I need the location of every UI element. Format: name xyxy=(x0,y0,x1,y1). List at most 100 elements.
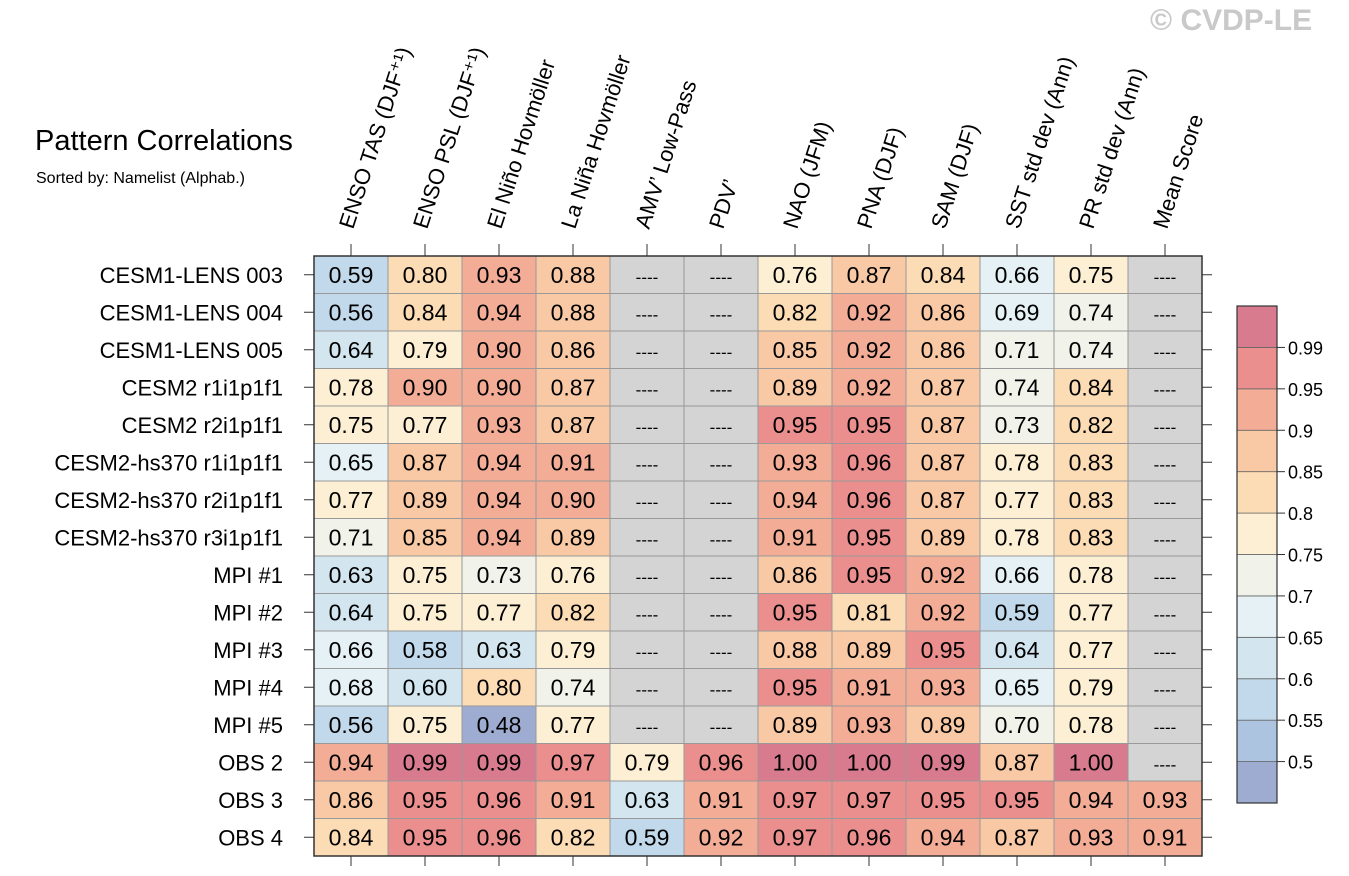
heatmap-cell xyxy=(1053,818,1129,857)
heatmap-cell xyxy=(683,630,759,669)
row-label: CESM1-LENS 004 xyxy=(100,300,283,325)
heatmap-cell xyxy=(535,405,611,444)
cell-value-label: 0.74 xyxy=(995,374,1040,400)
chart-subtitle: Sorted by: Namelist (Alphab.) xyxy=(36,170,245,187)
cell-value-label: 0.90 xyxy=(551,487,596,513)
column-label: ENSO TAS (DJF⁺¹) xyxy=(334,44,416,232)
heatmap-cell xyxy=(979,480,1055,519)
cell-value-label: 0.93 xyxy=(1069,824,1114,850)
cell-value-label: ---- xyxy=(636,380,659,399)
cell-value-label: 0.86 xyxy=(773,562,818,588)
heatmap-cell xyxy=(831,630,907,669)
cell-value-label: ---- xyxy=(636,718,659,737)
cell-value-label: 0.78 xyxy=(1069,562,1114,588)
heatmap-cell xyxy=(1127,743,1203,782)
cell-value-label: 0.89 xyxy=(773,712,818,738)
cell-value-label: 0.79 xyxy=(403,337,448,363)
heatmap-cell xyxy=(979,330,1055,369)
heatmap-cell xyxy=(683,555,759,594)
colorbar-label: 0.65 xyxy=(1288,628,1323,648)
colorbar-swatch xyxy=(1236,388,1278,431)
cell-value-label: ---- xyxy=(1154,680,1177,699)
heatmap-cell xyxy=(609,443,685,482)
cell-value-label: 0.80 xyxy=(477,674,522,700)
cell-value-label: 0.73 xyxy=(477,562,522,588)
heatmap-cell xyxy=(609,368,685,407)
heatmap-cell xyxy=(1127,480,1203,519)
cell-value-label: ---- xyxy=(636,455,659,474)
colorbar-label: 0.55 xyxy=(1288,711,1323,731)
colorbar-swatch xyxy=(1236,512,1278,555)
column-label: SST std dev (Ann) xyxy=(1000,53,1079,231)
cell-value-label: 0.86 xyxy=(921,337,966,363)
heatmap-cell xyxy=(535,743,611,782)
cell-value-label: 0.92 xyxy=(921,562,966,588)
heatmap-cell xyxy=(979,780,1055,819)
heatmap-cell xyxy=(1053,293,1129,332)
heatmap-cell xyxy=(683,593,759,632)
cell-value-label: 0.91 xyxy=(551,449,596,475)
cell-value-label: 0.84 xyxy=(403,299,448,325)
cell-value-label: 0.78 xyxy=(329,374,374,400)
heatmap-cell xyxy=(757,443,833,482)
cell-value-label: 0.59 xyxy=(329,262,374,288)
column-label: PDV’ xyxy=(704,176,743,231)
heatmap-cell xyxy=(683,480,759,519)
heatmap-cell xyxy=(387,255,463,294)
heatmap-cell xyxy=(313,818,389,857)
cell-value-label: ---- xyxy=(710,418,733,437)
heatmap-cell xyxy=(1053,743,1129,782)
heatmap-cell xyxy=(1127,405,1203,444)
heatmap-cell xyxy=(757,705,833,744)
heatmap-cell xyxy=(1053,555,1129,594)
cell-value-label: 0.97 xyxy=(847,787,892,813)
cell-value-label: 0.87 xyxy=(995,824,1040,850)
heatmap-cell xyxy=(1053,443,1129,482)
cell-value-label: 0.75 xyxy=(403,562,448,588)
cell-value-label: 1.00 xyxy=(773,749,818,775)
cell-value-label: 0.91 xyxy=(551,787,596,813)
colorbar-swatch xyxy=(1236,719,1278,762)
cell-value-label: 0.95 xyxy=(847,524,892,550)
cell-value-label: 0.96 xyxy=(699,749,744,775)
cell-value-label: 0.87 xyxy=(551,374,596,400)
cell-value-label: 0.79 xyxy=(625,749,670,775)
column-label: SAM (DJF) xyxy=(926,120,983,231)
cell-value-label: 0.80 xyxy=(403,262,448,288)
heatmap-cell xyxy=(1053,668,1129,707)
cell-value-label: 0.85 xyxy=(403,524,448,550)
heatmap-cell xyxy=(905,630,981,669)
cell-value-label: ---- xyxy=(1154,343,1177,362)
heatmap-cell xyxy=(1053,780,1129,819)
cell-value-label: 0.91 xyxy=(699,787,744,813)
heatmap-cell xyxy=(831,818,907,857)
cell-value-label: 0.95 xyxy=(773,674,818,700)
cell-value-label: ---- xyxy=(636,643,659,662)
cell-value-label: 0.89 xyxy=(403,487,448,513)
heatmap-cell xyxy=(461,705,537,744)
heatmap-cell xyxy=(831,668,907,707)
cell-value-label: 0.74 xyxy=(1069,337,1114,363)
chart-title: Pattern Correlations xyxy=(35,125,293,157)
cell-value-label: 0.68 xyxy=(329,674,374,700)
heatmap-cell xyxy=(535,593,611,632)
heatmap-cell xyxy=(1127,555,1203,594)
heatmap-cell xyxy=(905,668,981,707)
column-label: PR std dev (Ann) xyxy=(1074,65,1150,232)
cell-value-label: ---- xyxy=(710,680,733,699)
cell-value-label: 0.77 xyxy=(477,599,522,625)
cell-value-label: 0.66 xyxy=(329,637,374,663)
cell-value-label: 0.89 xyxy=(921,524,966,550)
cell-value-label: ---- xyxy=(636,418,659,437)
column-label: PNA (DJF) xyxy=(852,124,908,232)
cell-value-label: ---- xyxy=(1154,268,1177,287)
heatmap-cell xyxy=(979,518,1055,557)
heatmap-cell xyxy=(979,405,1055,444)
heatmap-cell xyxy=(609,405,685,444)
heatmap-cell xyxy=(757,743,833,782)
cell-value-label: 0.84 xyxy=(329,824,374,850)
heatmap-cell xyxy=(313,330,389,369)
cell-value-label: ---- xyxy=(636,343,659,362)
cell-value-label: ---- xyxy=(1154,493,1177,512)
